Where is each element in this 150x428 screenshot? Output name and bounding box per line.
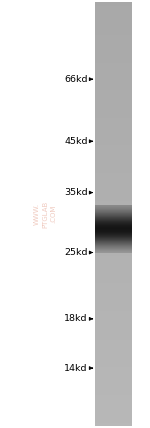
- Text: 35kd: 35kd: [64, 188, 88, 197]
- Text: 18kd: 18kd: [64, 314, 88, 324]
- Text: 45kd: 45kd: [64, 137, 88, 146]
- Text: 66kd: 66kd: [64, 74, 88, 84]
- Text: WWW.
PTGLAB
.COM: WWW. PTGLAB .COM: [34, 200, 56, 228]
- Text: 14kd: 14kd: [64, 363, 88, 373]
- Text: 25kd: 25kd: [64, 248, 88, 257]
